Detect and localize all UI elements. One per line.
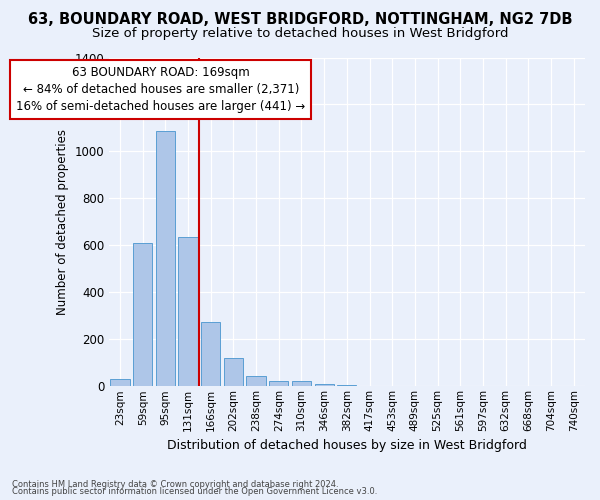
Text: 63 BOUNDARY ROAD: 169sqm
← 84% of detached houses are smaller (2,371)
16% of sem: 63 BOUNDARY ROAD: 169sqm ← 84% of detach…: [16, 66, 305, 112]
Bar: [292, 381, 311, 386]
Text: 63, BOUNDARY ROAD, WEST BRIDGFORD, NOTTINGHAM, NG2 7DB: 63, BOUNDARY ROAD, WEST BRIDGFORD, NOTTI…: [28, 12, 572, 28]
Bar: [247, 376, 266, 386]
Bar: [201, 322, 220, 386]
X-axis label: Distribution of detached houses by size in West Bridgford: Distribution of detached houses by size …: [167, 440, 527, 452]
Bar: [269, 381, 289, 386]
Bar: [224, 358, 243, 386]
Bar: [156, 132, 175, 386]
Text: Size of property relative to detached houses in West Bridgford: Size of property relative to detached ho…: [92, 28, 508, 40]
Bar: [337, 385, 356, 386]
Y-axis label: Number of detached properties: Number of detached properties: [56, 129, 69, 315]
Bar: [133, 243, 152, 386]
Bar: [110, 379, 130, 386]
Text: Contains HM Land Registry data © Crown copyright and database right 2024.: Contains HM Land Registry data © Crown c…: [12, 480, 338, 489]
Bar: [178, 237, 198, 386]
Text: Contains public sector information licensed under the Open Government Licence v3: Contains public sector information licen…: [12, 487, 377, 496]
Bar: [314, 384, 334, 386]
